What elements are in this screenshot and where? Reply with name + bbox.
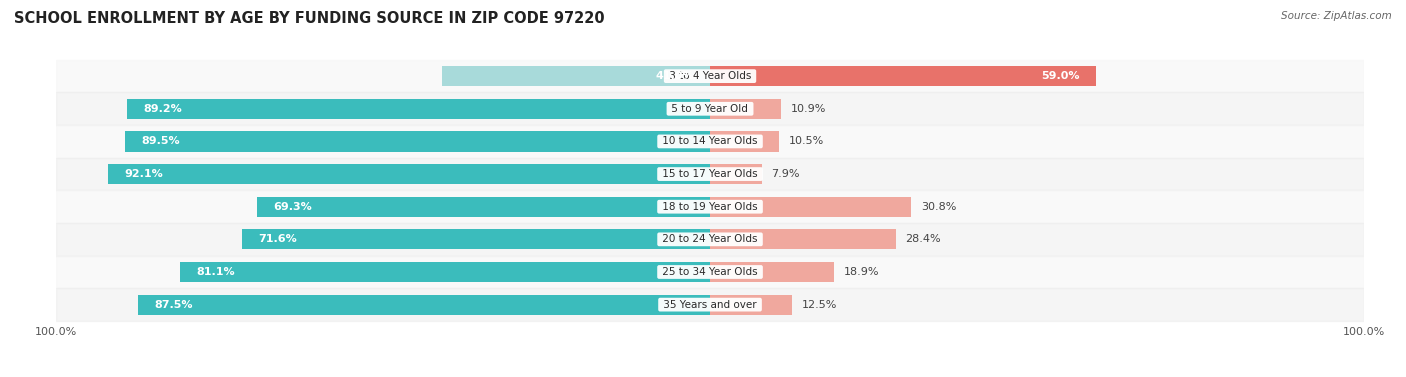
Bar <box>257 196 710 217</box>
Bar <box>710 229 896 250</box>
Text: SCHOOL ENROLLMENT BY AGE BY FUNDING SOURCE IN ZIP CODE 97220: SCHOOL ENROLLMENT BY AGE BY FUNDING SOUR… <box>14 11 605 26</box>
Bar <box>710 131 779 152</box>
Bar <box>56 60 1364 92</box>
Bar <box>710 99 782 119</box>
Bar <box>180 262 710 282</box>
Bar <box>242 229 710 250</box>
Text: 28.4%: 28.4% <box>905 234 941 244</box>
Bar <box>56 190 1364 223</box>
Bar <box>56 288 1364 321</box>
Bar <box>710 66 1095 86</box>
Bar <box>56 158 1364 190</box>
Bar <box>710 196 911 217</box>
Bar <box>441 66 710 86</box>
Text: 89.5%: 89.5% <box>141 136 180 146</box>
Text: 41.0%: 41.0% <box>655 71 693 81</box>
Text: 3 to 4 Year Olds: 3 to 4 Year Olds <box>665 71 755 81</box>
Text: 92.1%: 92.1% <box>124 169 163 179</box>
Text: 20 to 24 Year Olds: 20 to 24 Year Olds <box>659 234 761 244</box>
Text: 10.9%: 10.9% <box>792 104 827 114</box>
Text: 12.5%: 12.5% <box>801 300 837 310</box>
Bar <box>710 164 762 184</box>
Text: 30.8%: 30.8% <box>921 202 956 212</box>
Text: 69.3%: 69.3% <box>273 202 312 212</box>
Text: 35 Years and over: 35 Years and over <box>659 300 761 310</box>
Bar <box>56 256 1364 288</box>
Bar <box>56 223 1364 256</box>
Text: 89.2%: 89.2% <box>143 104 181 114</box>
Bar <box>56 92 1364 125</box>
Bar <box>710 294 792 315</box>
Text: Source: ZipAtlas.com: Source: ZipAtlas.com <box>1281 11 1392 21</box>
Text: 7.9%: 7.9% <box>772 169 800 179</box>
Text: 18.9%: 18.9% <box>844 267 879 277</box>
Text: 15 to 17 Year Olds: 15 to 17 Year Olds <box>659 169 761 179</box>
Text: 18 to 19 Year Olds: 18 to 19 Year Olds <box>659 202 761 212</box>
Text: 87.5%: 87.5% <box>155 300 193 310</box>
Text: 81.1%: 81.1% <box>197 267 235 277</box>
Text: 5 to 9 Year Old: 5 to 9 Year Old <box>668 104 752 114</box>
Bar <box>56 125 1364 158</box>
Text: 71.6%: 71.6% <box>259 234 297 244</box>
Text: 10.5%: 10.5% <box>789 136 824 146</box>
Bar <box>138 294 710 315</box>
Text: 25 to 34 Year Olds: 25 to 34 Year Olds <box>659 267 761 277</box>
Bar <box>108 164 710 184</box>
Bar <box>127 99 710 119</box>
Bar <box>125 131 710 152</box>
Bar <box>710 262 834 282</box>
Text: 10 to 14 Year Olds: 10 to 14 Year Olds <box>659 136 761 146</box>
Text: 59.0%: 59.0% <box>1040 71 1080 81</box>
